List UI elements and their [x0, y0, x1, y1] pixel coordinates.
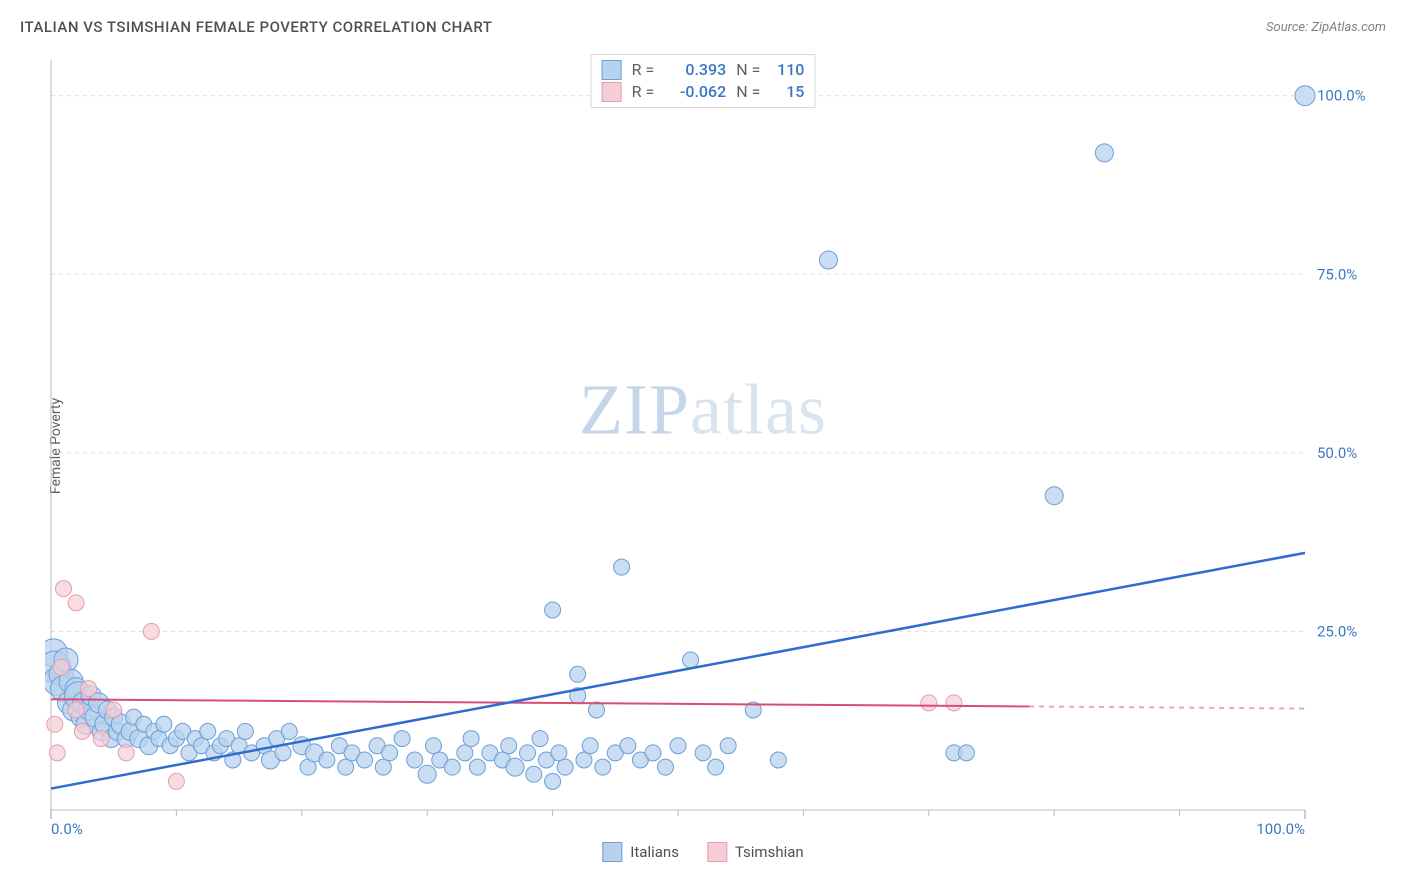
- legend-n-tsimshian: 15: [770, 81, 804, 103]
- legend-swatch-italians: [602, 842, 622, 862]
- svg-text:25.0%: 25.0%: [1317, 622, 1357, 640]
- legend-r-italians: 0.393: [664, 59, 726, 81]
- svg-text:75.0%: 75.0%: [1317, 265, 1357, 283]
- svg-text:100.0%: 100.0%: [1317, 87, 1366, 105]
- legend-label-tsimshian: Tsimshian: [735, 843, 804, 861]
- legend-correlation: R = 0.393 N = 110 R = -0.062 N = 15: [591, 54, 816, 108]
- legend-r-label: R =: [632, 59, 655, 81]
- legend-n-label: N =: [736, 81, 760, 103]
- legend-row-tsimshian: R = -0.062 N = 15: [602, 81, 805, 103]
- svg-text:50.0%: 50.0%: [1317, 444, 1357, 462]
- chart-title: ITALIAN VS TSIMSHIAN FEMALE POVERTY CORR…: [20, 18, 492, 36]
- legend-row-italians: R = 0.393 N = 110: [602, 59, 805, 81]
- legend-r-label: R =: [632, 81, 655, 103]
- legend-n-label: N =: [736, 59, 760, 81]
- source-attribution: Source: ZipAtlas.com: [1266, 20, 1386, 35]
- legend-swatch-tsimshian: [707, 842, 727, 862]
- legend-n-italians: 110: [770, 59, 804, 81]
- legend-r-tsimshian: -0.062: [664, 81, 726, 103]
- watermark: ZIPatlas: [579, 369, 827, 452]
- legend-swatch-tsimshian: [602, 82, 622, 102]
- legend-swatch-italians: [602, 60, 622, 80]
- svg-text:100.0%: 100.0%: [1256, 820, 1305, 838]
- watermark-light: atlas: [690, 370, 827, 450]
- legend-label-italians: Italians: [630, 843, 679, 861]
- svg-text:0.0%: 0.0%: [51, 820, 83, 838]
- legend-series: Italians Tsimshian: [602, 842, 803, 862]
- watermark-bold: ZIP: [579, 370, 690, 450]
- legend-item-tsimshian: Tsimshian: [707, 842, 804, 862]
- legend-item-italians: Italians: [602, 842, 679, 862]
